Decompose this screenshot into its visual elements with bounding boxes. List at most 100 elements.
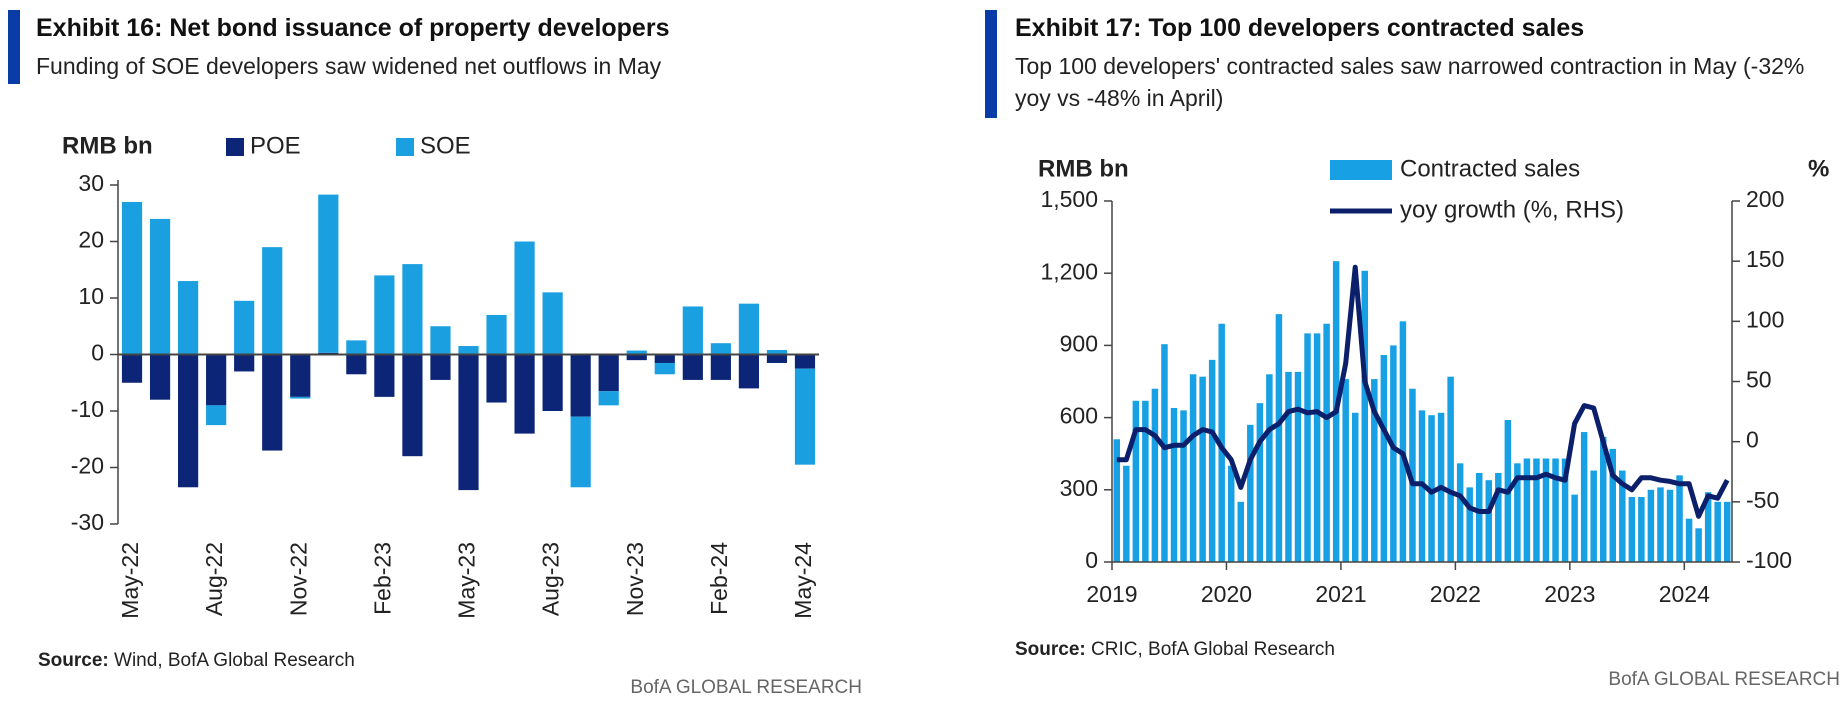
- bar: [1285, 371, 1292, 562]
- x-tick-label: 2021: [1315, 581, 1366, 607]
- bar: [1590, 470, 1597, 562]
- bar: [262, 354, 283, 451]
- bar: [1428, 415, 1435, 562]
- bar: [1170, 407, 1178, 562]
- bar: [1666, 489, 1674, 562]
- bar: [149, 354, 171, 400]
- bar: [1180, 410, 1187, 562]
- bar: [1485, 480, 1493, 562]
- bar: [178, 281, 199, 355]
- bar: [598, 354, 619, 392]
- legend-label: SOE: [420, 132, 471, 159]
- bar: [1132, 400, 1140, 562]
- bar: [1638, 497, 1645, 562]
- bar: [1561, 458, 1569, 562]
- bar: [234, 300, 255, 355]
- legend-swatch: [1330, 160, 1392, 180]
- bar: [1647, 489, 1655, 562]
- bar: [234, 354, 255, 372]
- bar: [1514, 463, 1521, 562]
- bar: [121, 201, 143, 355]
- bar: [710, 343, 731, 355]
- x-tick-label: 2022: [1430, 581, 1481, 607]
- bar: [1304, 333, 1311, 562]
- source-text: CRIC, BofA Global Research: [1091, 639, 1335, 660]
- bar: [1619, 470, 1626, 562]
- bar: [1609, 448, 1617, 562]
- bar: [486, 354, 507, 403]
- bar: [1237, 501, 1245, 562]
- x-tick-label: Nov-22: [285, 542, 311, 616]
- y2-tick-label: 100: [1746, 306, 1784, 332]
- y2-tick-label: 150: [1746, 246, 1784, 272]
- bar: [346, 340, 367, 355]
- source-text: Wind, BofA Global Research: [114, 650, 355, 671]
- bar: [1323, 323, 1330, 562]
- y-tick-label: -30: [71, 509, 104, 535]
- bar: [570, 354, 591, 417]
- bar: [1685, 518, 1693, 562]
- chart-subtitle: Funding of SOE developers saw widened ne…: [36, 53, 662, 79]
- y-tick-label: 600: [1060, 403, 1098, 429]
- bar: [1227, 465, 1235, 562]
- bar: [1628, 497, 1636, 562]
- y-tick-label: -20: [71, 453, 104, 479]
- y-tick-label: 300: [1060, 475, 1098, 501]
- bar: [458, 354, 479, 491]
- source-label: Source:: [1015, 639, 1086, 660]
- source: Source: CRIC, BofA Global Research: [1015, 639, 1335, 660]
- legend-swatch: [226, 138, 244, 156]
- y-axis-label: RMB bn: [62, 132, 153, 159]
- bar: [1256, 403, 1264, 562]
- accent-bar: [985, 10, 997, 118]
- y2-tick-label: -100: [1746, 547, 1792, 573]
- bar: [682, 354, 703, 380]
- bar: [1580, 432, 1588, 562]
- chart-title: Exhibit 16: Net bond issuance of propert…: [36, 14, 670, 42]
- y2-tick-label: 200: [1746, 186, 1784, 212]
- bar: [402, 354, 423, 457]
- x-tick-label: Aug-23: [538, 542, 564, 616]
- x-tick-label: 2020: [1201, 581, 1252, 607]
- y-tick-label: 20: [78, 227, 104, 253]
- y-tick-label: 1,500: [1040, 186, 1098, 212]
- bar: [542, 354, 563, 411]
- y2-tick-label: -50: [1746, 487, 1779, 513]
- bar: [1409, 388, 1416, 562]
- bar: [626, 350, 647, 355]
- x-tick-label: Feb-23: [369, 542, 395, 615]
- bar: [598, 391, 619, 406]
- accent-bar: [8, 10, 20, 84]
- bar: [1475, 472, 1483, 562]
- bar: [1208, 359, 1216, 562]
- bar: [1161, 344, 1168, 562]
- bar: [1371, 379, 1378, 562]
- bar: [430, 354, 451, 380]
- footer: BofA GLOBAL RESEARCH: [630, 677, 862, 698]
- bar: [654, 362, 675, 375]
- bar: [794, 368, 816, 465]
- bar: [206, 354, 227, 406]
- x-tick-label: 2019: [1086, 581, 1137, 607]
- bar: [1523, 458, 1531, 562]
- y2-axis-label: %: [1808, 155, 1829, 182]
- bar: [710, 354, 731, 380]
- bar: [374, 275, 395, 355]
- bar: [1676, 475, 1683, 562]
- y2-tick-label: 50: [1746, 367, 1772, 393]
- y-tick-label: 10: [78, 283, 104, 309]
- x-tick-label: 2023: [1544, 581, 1595, 607]
- bar: [346, 354, 367, 375]
- x-tick-label: May-24: [790, 542, 816, 619]
- bar: [738, 303, 759, 355]
- bar: [542, 292, 563, 355]
- bar: [1247, 424, 1254, 562]
- bar: [738, 354, 759, 389]
- bar: [1714, 501, 1721, 562]
- bar: [794, 354, 816, 369]
- bar: [402, 264, 423, 355]
- y-tick-label: 900: [1060, 330, 1098, 356]
- x-tick-label: Aug-22: [201, 542, 227, 616]
- chart-title: Exhibit 17: Top 100 developers contracte…: [1015, 14, 1585, 42]
- bar: [374, 354, 395, 397]
